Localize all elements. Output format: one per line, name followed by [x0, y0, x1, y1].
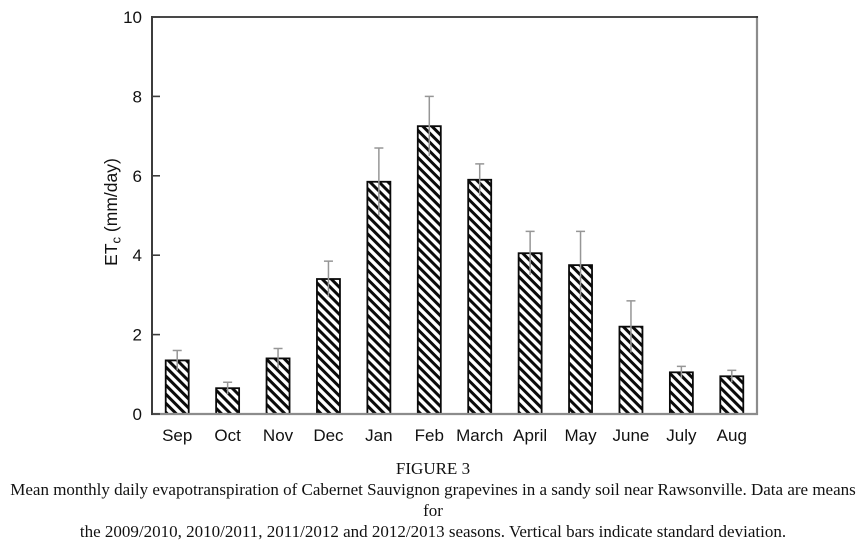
evapotranspiration-bar-chart: Sep Oct Nov Dec Jan Feb March April May June July A… [101, 8, 759, 445]
bar-jan [366, 180, 392, 415]
y-tick-label-10: 10 [123, 8, 142, 27]
bar-dec [316, 278, 341, 415]
bar-april [517, 252, 543, 415]
y-tick-label-4: 4 [133, 246, 142, 265]
caption-line-2: the 2009/2010, 2010/2011, 2011/2012 and … [79, 522, 787, 541]
plot-area: Sep Oct Nov Dec Jan Feb March April May June July A… [101, 8, 759, 445]
bar-feb [416, 125, 442, 415]
x-tick-label-july: July [666, 426, 697, 445]
y-tick-label-2: 2 [133, 326, 142, 345]
figure-caption: FIGURE 3 Mean monthly daily evapotranspi… [0, 458, 866, 542]
bar-march [467, 178, 493, 415]
figure-number: FIGURE 3 [395, 459, 471, 478]
bar-july [668, 371, 694, 415]
y-tick-label-8: 8 [133, 87, 142, 106]
y-tick-label-0: 0 [133, 405, 142, 424]
y-tick-label-6: 6 [133, 167, 142, 186]
x-tick-label-april: April [513, 426, 547, 445]
x-tick-label-dec: Dec [313, 426, 344, 445]
x-tick-label-nov: Nov [263, 426, 294, 445]
y-axis-title: ETc (mm/day) [101, 158, 124, 266]
caption-line-1: Mean monthly daily evapotranspiration of… [10, 480, 856, 520]
x-tick-label-feb: Feb [415, 426, 444, 445]
x-tick-label-aug: Aug [717, 426, 747, 445]
x-tick-label-jan: Jan [365, 426, 392, 445]
x-tick-label-oct: Oct [214, 426, 241, 445]
x-tick-label-march: March [456, 426, 503, 445]
x-tick-label-sep: Sep [162, 426, 192, 445]
x-tick-label-may: May [564, 426, 597, 445]
x-tick-label-june: June [613, 426, 650, 445]
